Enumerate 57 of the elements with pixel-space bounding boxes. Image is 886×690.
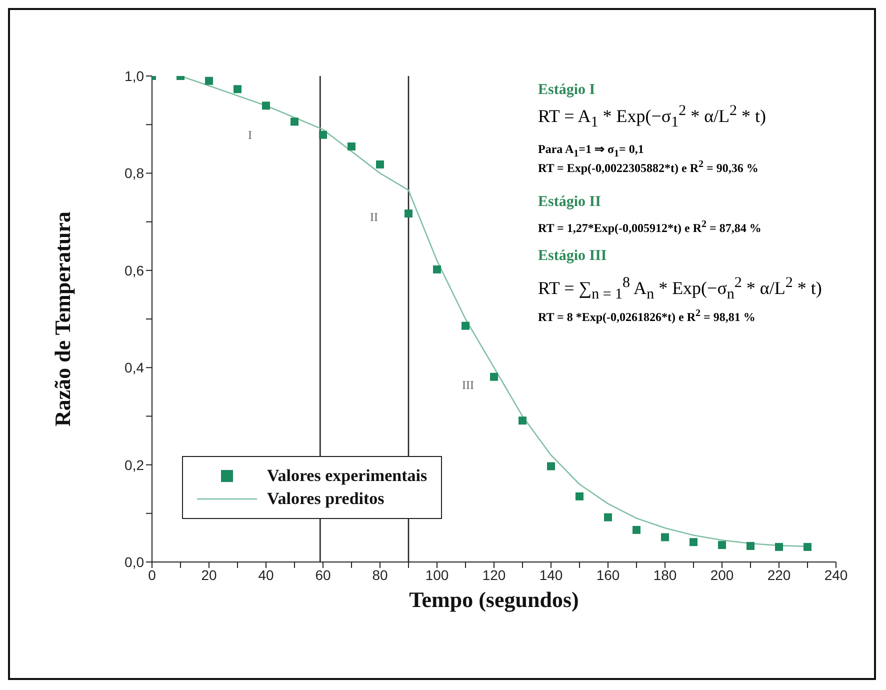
legend-label: Valores preditos: [267, 489, 384, 509]
x-tick-label: 200: [710, 566, 734, 583]
point: [604, 513, 612, 522]
point: [775, 542, 783, 551]
x-tick-label: 160: [596, 566, 620, 583]
point: [746, 542, 754, 550]
point: [262, 102, 270, 110]
point: [661, 533, 669, 542]
annotation: Estágio II: [538, 194, 602, 211]
point: [290, 118, 298, 126]
y-tick-label: 1,0: [124, 68, 144, 84]
point: [348, 142, 356, 150]
point: [490, 372, 498, 381]
point: [376, 160, 384, 168]
point: [234, 85, 242, 94]
point: [319, 130, 327, 139]
x-axis-title: Tempo (segundos): [409, 587, 579, 612]
y-axis-title: Razão de Temperatura: [50, 211, 75, 427]
legend-label: Valores experimentais: [267, 466, 428, 486]
annotation: I: [248, 128, 252, 143]
annotation: Para A$_{1}$=1 ⇒ σ$_{1}$= 0,1: [538, 142, 645, 159]
x-tick-label: 0: [148, 566, 156, 583]
point: [205, 76, 213, 85]
x-tick-label: 220: [767, 566, 791, 583]
point: [576, 492, 584, 500]
y-tick-label: 0,2: [124, 456, 144, 473]
point: [433, 265, 441, 274]
annotation: II: [370, 210, 378, 225]
x-tick-label: 80: [372, 566, 388, 583]
point: [632, 526, 640, 534]
y-tick-label: 0,0: [124, 554, 144, 570]
annotation: Estágio III: [538, 248, 608, 265]
point: [804, 542, 812, 551]
annotation: Estágio I: [538, 82, 596, 99]
annotation: III: [462, 378, 474, 393]
x-tick-label: 20: [201, 566, 217, 583]
y-tick-label: 0,6: [124, 262, 144, 278]
x-tick-label: 180: [653, 566, 677, 583]
point: [718, 540, 726, 549]
point: [404, 210, 412, 218]
annotation: RT = 1,27*Exp(-0,005912*t) e R$^{2}$ = 87,84 %: [538, 218, 762, 236]
point: [547, 462, 555, 470]
y-tick-label: 0,4: [124, 360, 144, 376]
x-tick-label: 100: [425, 566, 449, 583]
annotation: RT = Exp(-0,0022305882*t) e R$^{2}$ = 90,36 %: [538, 158, 760, 176]
x-tick-label: 40: [258, 566, 274, 583]
point: [690, 538, 698, 546]
annotation: RT = 8 *Exp(-0,0261826*t) e R$^{2}$ = 98,81 %: [538, 308, 756, 325]
text: RT = ∑$_{n = 1}$$^{8}$ A$_{n}$ * Exp(−σ$_{n}$$^{2}$ * α/L$^{2}$ * t): [538, 274, 822, 303]
x-tick-label: 60: [315, 566, 331, 583]
annotation: RT = A$_{1}$ * Exp(−σ$_{1}$$^{2}$ * α/L$^{2}$ * t): [538, 103, 768, 132]
point: [518, 416, 526, 425]
y-tick-label: 0,8: [124, 165, 144, 182]
x-tick-label: 240: [824, 566, 848, 583]
x-tick-label: 140: [539, 566, 563, 583]
x-tick-label: 120: [482, 566, 506, 583]
point: [462, 322, 470, 330]
